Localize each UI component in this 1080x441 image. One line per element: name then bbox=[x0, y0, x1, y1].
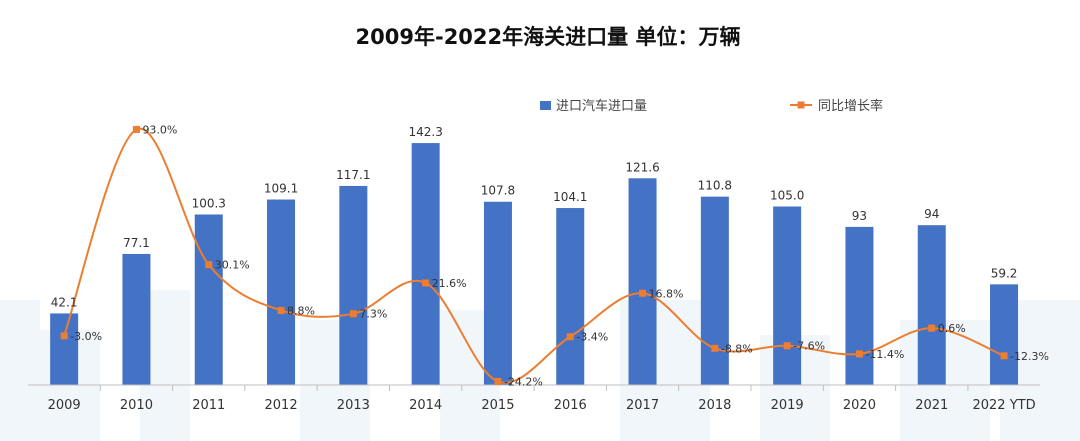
line-marker bbox=[855, 350, 863, 358]
line-label: 30.1% bbox=[215, 259, 250, 272]
line-label: 8.8% bbox=[287, 304, 315, 317]
line-marker bbox=[639, 289, 647, 297]
line-label: -3.0% bbox=[70, 330, 102, 343]
bar-label: 110.8 bbox=[698, 179, 732, 193]
x-tick-label: 2018 bbox=[698, 398, 731, 413]
bar-label: 117.1 bbox=[336, 168, 370, 182]
bar-label: 109.1 bbox=[264, 182, 298, 196]
line-label: -24.2% bbox=[504, 375, 543, 388]
line-marker bbox=[783, 342, 791, 350]
x-tick-label: 2019 bbox=[771, 398, 804, 413]
line-marker bbox=[205, 261, 213, 269]
line-marker bbox=[566, 333, 574, 341]
x-tick-label: 2016 bbox=[554, 398, 587, 413]
line-label: -8.8% bbox=[721, 342, 753, 355]
bar-data-labels: 42.1 77.1 100.3 109.1 117.1 142.3 107.8 104.1 12… bbox=[51, 125, 1018, 309]
line-label: -7.6% bbox=[793, 340, 825, 353]
bar bbox=[773, 206, 802, 385]
legend-swatch-marker bbox=[797, 101, 805, 109]
line-label: 16.8% bbox=[649, 287, 684, 300]
x-tick-label: 2010 bbox=[120, 398, 153, 413]
chart-title: 2009年-2022年海关进口量 单位：万辆 bbox=[356, 25, 741, 49]
bar-label: 93 bbox=[852, 209, 867, 223]
x-tick-label: 2011 bbox=[192, 398, 225, 413]
bar bbox=[122, 253, 151, 385]
legend: 进口汽车进口量 同比增长率 bbox=[540, 98, 883, 114]
background-shape bbox=[0, 300, 40, 441]
legend-label-line: 同比增长率 bbox=[818, 98, 883, 114]
bar bbox=[700, 196, 729, 385]
line-marker bbox=[277, 306, 285, 314]
line-marker bbox=[711, 344, 719, 352]
line-label: -3.4% bbox=[576, 331, 608, 344]
bar-label: 100.3 bbox=[192, 196, 226, 210]
legend-swatch-bar bbox=[540, 101, 551, 110]
x-tick-label: 2017 bbox=[626, 398, 659, 413]
bar-label: 142.3 bbox=[408, 125, 442, 139]
x-tick-label: 2014 bbox=[409, 398, 442, 413]
bar-label: 94 bbox=[924, 207, 939, 221]
x-tick-label: 2022 YTD bbox=[972, 398, 1035, 413]
x-tick-label: 2015 bbox=[481, 398, 514, 413]
bar bbox=[917, 225, 946, 385]
bar bbox=[556, 208, 585, 385]
x-tick-label: 2012 bbox=[265, 398, 298, 413]
bar bbox=[50, 313, 79, 385]
bar bbox=[194, 214, 223, 385]
bar-label: 42.1 bbox=[51, 295, 78, 309]
line-marker bbox=[132, 125, 140, 133]
bar bbox=[339, 185, 368, 385]
line-data-labels: -3.0% 93.0% 30.1% 8.8% 7.3% 21.6% -24.2% -3.4% 1… bbox=[70, 123, 1049, 388]
line-label: 93.0% bbox=[142, 123, 177, 136]
line-label: -12.3% bbox=[1010, 350, 1049, 363]
line-label: -11.4% bbox=[865, 348, 904, 361]
bar-label: 104.1 bbox=[553, 190, 587, 204]
line-label: 21.6% bbox=[432, 277, 467, 290]
line-label: 0.6% bbox=[938, 322, 966, 335]
bar-label: 107.8 bbox=[481, 184, 515, 198]
x-tick-label: 2009 bbox=[48, 398, 81, 413]
bar bbox=[411, 143, 440, 385]
x-tick-label: 2021 bbox=[915, 398, 948, 413]
line-marker bbox=[60, 332, 68, 340]
line-marker bbox=[494, 377, 502, 385]
bar bbox=[483, 201, 512, 385]
bar bbox=[267, 199, 296, 385]
bar bbox=[990, 284, 1019, 385]
x-tick-label: 2013 bbox=[337, 398, 370, 413]
bar-label: 121.6 bbox=[625, 160, 659, 174]
growth-rate-markers bbox=[60, 125, 1008, 385]
bar-series bbox=[50, 143, 1019, 385]
x-tick-label: 2020 bbox=[843, 398, 876, 413]
legend-label-bar: 进口汽车进口量 bbox=[556, 98, 647, 114]
line-marker bbox=[349, 310, 357, 318]
bar-label: 77.1 bbox=[123, 236, 150, 250]
x-axis: 2009 2010 2011 2012 2013 2014 2015 2016 2017 2018… bbox=[48, 385, 1036, 413]
line-marker bbox=[1000, 352, 1008, 360]
bar bbox=[628, 178, 657, 385]
line-label: 7.3% bbox=[359, 308, 387, 321]
bar-label: 59.2 bbox=[991, 266, 1018, 280]
line-marker bbox=[422, 279, 430, 287]
bar bbox=[845, 226, 874, 385]
line-marker bbox=[928, 324, 936, 332]
bar-label: 105.0 bbox=[770, 189, 804, 203]
